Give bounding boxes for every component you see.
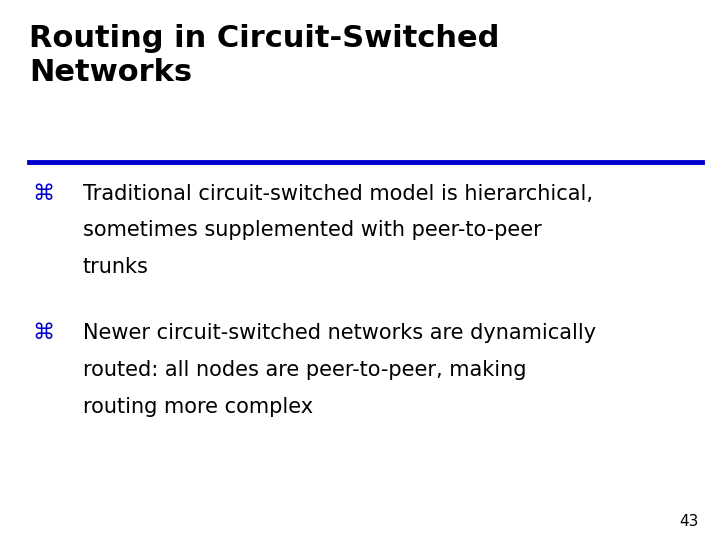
Text: routing more complex: routing more complex	[83, 397, 313, 417]
Text: ⌘: ⌘	[32, 184, 55, 204]
Text: ⌘: ⌘	[32, 323, 55, 343]
Text: sometimes supplemented with peer-to-peer: sometimes supplemented with peer-to-peer	[83, 220, 541, 240]
Text: trunks: trunks	[83, 257, 148, 277]
Text: 43: 43	[679, 514, 698, 529]
Text: routed: all nodes are peer-to-peer, making: routed: all nodes are peer-to-peer, maki…	[83, 360, 526, 380]
Text: Newer circuit-switched networks are dynamically: Newer circuit-switched networks are dyna…	[83, 323, 596, 343]
Text: Traditional circuit-switched model is hierarchical,: Traditional circuit-switched model is hi…	[83, 184, 593, 204]
Text: Routing in Circuit-Switched
Networks: Routing in Circuit-Switched Networks	[29, 24, 499, 87]
